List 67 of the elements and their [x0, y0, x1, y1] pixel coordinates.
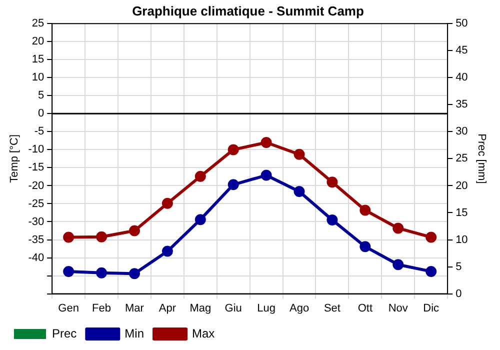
y-tick-label: -10 — [28, 144, 44, 156]
x-tick-label: Set — [324, 302, 340, 314]
y-tick-label: 0 — [38, 108, 44, 120]
x-tick-label: Giu — [224, 302, 242, 314]
y-axis-title: Temp [°C] — [8, 134, 21, 183]
chart-title: Graphique climatique - Summit Camp — [132, 3, 364, 18]
point — [360, 241, 371, 252]
point — [260, 170, 272, 181]
y-tick-label: 10 — [32, 72, 44, 84]
y2-tick-label: 0 — [456, 288, 462, 300]
y2-tick-label: 35 — [456, 98, 468, 111]
y-tick-label: 15 — [32, 54, 44, 66]
point — [194, 170, 206, 182]
point — [63, 266, 74, 277]
x-tick-label: Mag — [190, 302, 212, 314]
x-tick-label: Gen — [58, 302, 79, 314]
y2-tick-label: 45 — [456, 44, 468, 57]
y-tick-label: -5 — [34, 126, 44, 138]
x-tick-label: Ott — [358, 302, 373, 314]
y-tick-label: 20 — [32, 36, 44, 48]
y-tick-label: -30 — [28, 216, 44, 228]
y2-tick-label: 5 — [456, 260, 462, 273]
point — [392, 259, 404, 270]
point — [228, 179, 239, 190]
point — [228, 144, 239, 156]
y2-tick-label: 40 — [456, 72, 468, 84]
point — [294, 186, 305, 197]
legend-label: Max — [192, 326, 215, 340]
point — [294, 148, 305, 160]
y-tick-label: -25 — [28, 198, 44, 210]
point — [326, 176, 338, 188]
x-tick-label: Lug — [257, 302, 276, 314]
x-tick-label: Dic — [423, 302, 440, 314]
point — [96, 231, 108, 242]
point — [426, 232, 437, 243]
point — [260, 136, 272, 148]
legend-label: Prec — [52, 326, 77, 340]
y2-axis-title: Prec [mm] — [475, 134, 488, 184]
legend-label: Min — [124, 326, 144, 340]
y-tick-label: 5 — [38, 90, 44, 102]
point — [128, 225, 140, 236]
y-tick-label: -40 — [28, 252, 44, 264]
point — [63, 232, 74, 243]
y-tick-label: 25 — [32, 18, 44, 30]
y2-tick-label: 50 — [456, 18, 468, 30]
x-tick-label: Nov — [388, 302, 408, 314]
point — [392, 222, 404, 234]
point — [162, 198, 173, 209]
y-tick-label: -15 — [28, 162, 44, 174]
x-tick-label: Mar — [125, 302, 144, 314]
y2-tick-label: 10 — [456, 234, 468, 246]
y2-tick-label: 15 — [456, 206, 468, 219]
x-tick-label: Apr — [158, 302, 176, 314]
y-tick-label: -35 — [28, 234, 44, 246]
point — [96, 267, 108, 278]
point — [194, 214, 206, 226]
point — [128, 268, 140, 280]
point — [162, 246, 173, 257]
point — [426, 266, 437, 277]
x-tick-label: Ago — [289, 302, 310, 314]
x-tick-label: Feb — [92, 302, 112, 314]
point — [360, 204, 371, 216]
y2-tick-label: 20 — [456, 180, 468, 192]
y-tick-label: -20 — [28, 180, 44, 192]
y2-tick-label: 30 — [456, 126, 468, 138]
y2-tick-label: 25 — [456, 152, 468, 165]
point — [326, 214, 338, 226]
